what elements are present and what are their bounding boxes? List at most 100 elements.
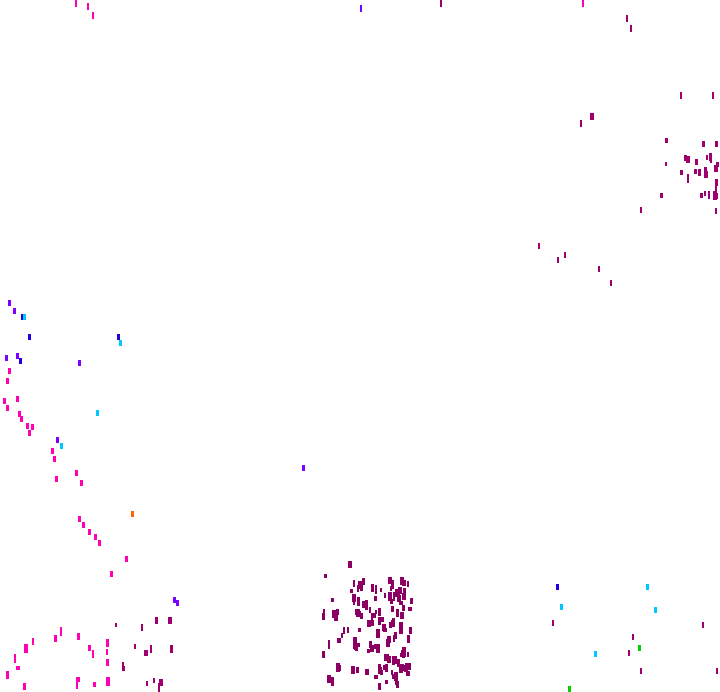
pixel-mark bbox=[28, 334, 31, 340]
pixel-mark bbox=[626, 15, 628, 22]
pixel-mark-cluster bbox=[371, 613, 373, 620]
pixel-mark bbox=[88, 529, 91, 535]
pixel-mark-cluster bbox=[397, 659, 400, 667]
pixel-mark bbox=[654, 607, 657, 613]
pixel-mark-cluster bbox=[376, 644, 380, 653]
pixel-mark-cluster bbox=[378, 617, 381, 625]
pixel-mark-bottomleft bbox=[76, 680, 78, 689]
pixel-mark bbox=[78, 360, 81, 366]
pixel-mark bbox=[638, 645, 641, 651]
pixel-mark-cluster bbox=[351, 666, 355, 674]
pixel-mark bbox=[715, 208, 717, 214]
pixel-mark-bottomleft bbox=[144, 650, 148, 656]
pixel-mark-cluster bbox=[365, 669, 369, 675]
pixel-mark-bottomleft bbox=[88, 645, 91, 651]
pixel-mark-topright bbox=[704, 191, 706, 196]
pixel-mark-cluster bbox=[394, 632, 397, 639]
pixel-mark-cluster bbox=[371, 584, 374, 592]
pixel-mark-topright bbox=[715, 186, 717, 193]
pixel-mark-bottomleft bbox=[134, 644, 136, 649]
pixel-mark-cluster bbox=[393, 592, 395, 601]
pixel-mark-bottomleft bbox=[106, 649, 108, 655]
pixel-mark bbox=[16, 396, 19, 402]
pixel-mark-cluster bbox=[376, 629, 380, 638]
pixel-mark-topright bbox=[709, 153, 712, 161]
pixel-mark-cluster bbox=[391, 606, 394, 612]
pixel-mark-cluster bbox=[331, 598, 334, 602]
pixel-mark-cluster bbox=[408, 607, 412, 611]
pixel-mark bbox=[20, 416, 23, 422]
pixel-mark-cluster bbox=[378, 683, 381, 690]
pixel-mark-cluster bbox=[353, 601, 355, 605]
pixel-mark bbox=[173, 597, 176, 603]
pixel-mark bbox=[18, 411, 21, 417]
pixel-mark-bottomleft bbox=[106, 677, 110, 686]
pixel-mark bbox=[80, 480, 83, 486]
pixel-mark-topright bbox=[705, 171, 708, 178]
pixel-mark-cluster bbox=[352, 594, 356, 602]
pixel-mark-cluster bbox=[359, 581, 362, 587]
pixel-mark-cluster bbox=[332, 610, 336, 618]
pixel-mark-topright bbox=[660, 193, 663, 198]
pixel-mark-topright bbox=[702, 141, 705, 147]
pixel-mark-cluster bbox=[392, 618, 395, 627]
pixel-mark-cluster bbox=[383, 665, 386, 670]
pixel-mark-cluster bbox=[388, 637, 391, 641]
pixel-mark-cluster bbox=[394, 675, 398, 680]
pixel-mark-cluster bbox=[362, 602, 365, 608]
pixel-mark-cluster bbox=[348, 561, 352, 568]
pixel-mark-cluster bbox=[353, 580, 355, 587]
pixel-mark-bottomleft bbox=[153, 678, 155, 683]
pixel-mark-topright bbox=[714, 165, 718, 172]
pixel-mark bbox=[6, 378, 9, 384]
pixel-mark bbox=[557, 257, 559, 263]
pixel-mark-bottomleft bbox=[122, 662, 124, 668]
pixel-mark-cluster bbox=[373, 613, 376, 618]
pixel-mark-bottomleft bbox=[115, 623, 117, 627]
pixel-mark-cluster bbox=[399, 626, 403, 634]
pixel-mark bbox=[21, 314, 24, 320]
pixel-mark-bottomleft bbox=[106, 639, 109, 647]
pixel-mark-cluster bbox=[381, 617, 384, 622]
pixel-mark-cluster bbox=[365, 602, 368, 610]
pixel-mark-cluster bbox=[357, 643, 360, 647]
pixel-mark-cluster bbox=[403, 588, 406, 597]
pixel-mark-cluster bbox=[392, 656, 395, 661]
pixel-mark-cluster bbox=[400, 653, 404, 657]
pixel-mark-cluster bbox=[353, 637, 357, 645]
pixel-mark-cluster bbox=[385, 664, 388, 672]
pixel-mark bbox=[13, 308, 16, 314]
pixel-mark-cluster bbox=[358, 628, 361, 632]
pixel-mark-cluster bbox=[395, 678, 398, 685]
pixel-mark bbox=[75, 0, 77, 7]
pixel-mark-topright bbox=[695, 159, 698, 165]
pixel-mark-cluster bbox=[410, 598, 413, 604]
pixel-mark bbox=[60, 443, 63, 449]
pixel-mark-cluster bbox=[355, 609, 358, 615]
pixel-mark bbox=[82, 522, 85, 528]
pixel-mark-cluster bbox=[362, 578, 365, 585]
pixel-mark bbox=[640, 207, 642, 213]
pixel-mark bbox=[87, 3, 89, 10]
pixel-mark bbox=[628, 650, 630, 656]
pixel-mark-bottomleft bbox=[155, 617, 158, 624]
pixel-mark-cluster bbox=[341, 633, 343, 638]
pixel-mark bbox=[110, 571, 113, 577]
pixel-mark-cluster bbox=[400, 612, 404, 619]
pixel-mark-cluster bbox=[387, 654, 389, 662]
pixel-mark bbox=[302, 465, 305, 471]
pixel-mark bbox=[8, 300, 11, 306]
pixel-mark-cluster bbox=[374, 675, 378, 679]
pixel-mark-cluster bbox=[397, 595, 401, 602]
pixel-mark-cluster bbox=[378, 608, 381, 616]
pixel-mark-cluster bbox=[395, 589, 398, 597]
pixel-mark-cluster bbox=[398, 587, 402, 594]
pixel-mark-cluster bbox=[323, 609, 325, 615]
pixel-mark-topright bbox=[710, 158, 712, 163]
pixel-mark-topright bbox=[704, 167, 707, 172]
pixel-mark-topright bbox=[665, 138, 668, 143]
pixel-mark bbox=[630, 25, 632, 32]
pixel-mark-topright bbox=[698, 169, 701, 176]
pixel-mark-bottomleft bbox=[106, 659, 109, 666]
pixel-mark-cluster bbox=[336, 609, 339, 615]
